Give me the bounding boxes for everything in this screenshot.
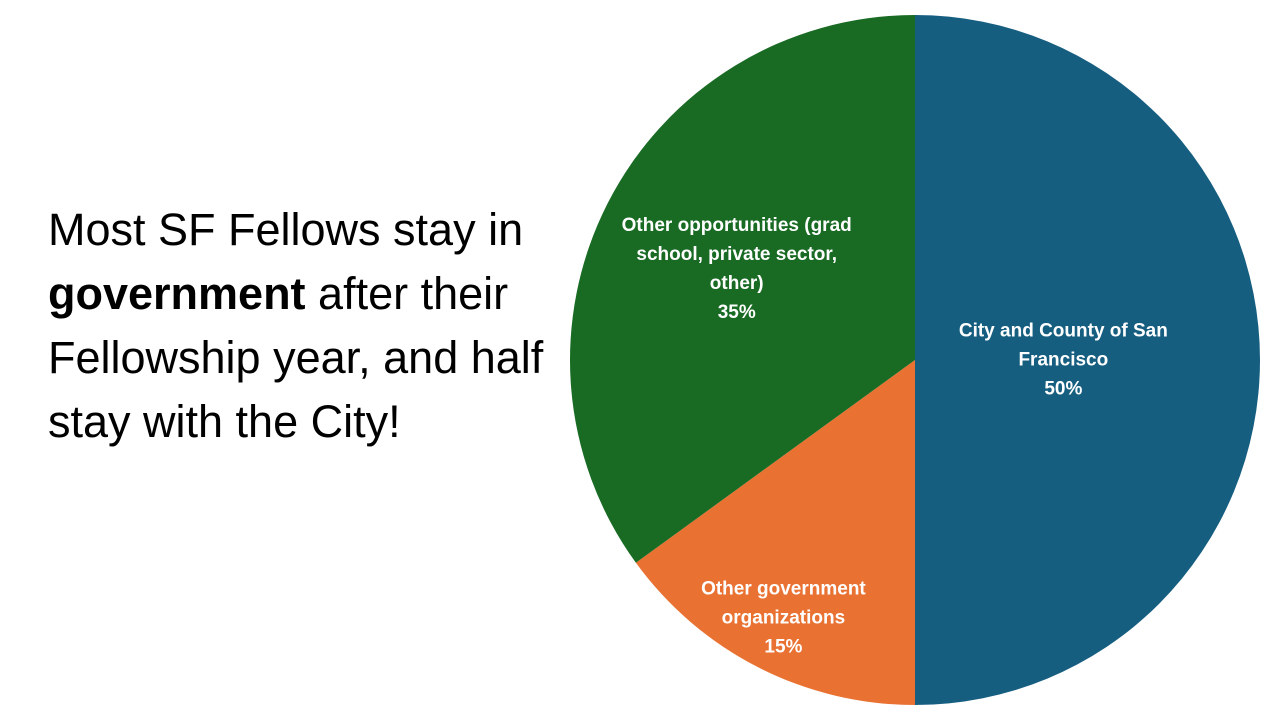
value-label: 50% [1044,378,1083,400]
value-label: 15% [764,636,803,658]
slice-label: City and County of San Francisco 50% [932,317,1194,404]
slice-label: Other government organizations 15% [676,575,891,662]
category-label: Other opportunities (grad school, privat… [621,215,852,295]
slice-label: Other opportunities (grad school, privat… [619,211,854,327]
category-label: Other government organizations [701,578,866,629]
category-label: City and County of San Francisco [958,320,1168,371]
pie-slice [915,15,1260,705]
title-emphasis: government [48,268,306,319]
pie-slice [570,15,915,563]
title-text: Most SF Fellows stay in [48,204,524,255]
value-label: 35% [717,302,756,324]
pie-slice [635,360,915,705]
slide-title: Most SF Fellows stay in government after… [48,198,548,454]
title-text: after their Fellowship year, and half st… [48,268,544,447]
